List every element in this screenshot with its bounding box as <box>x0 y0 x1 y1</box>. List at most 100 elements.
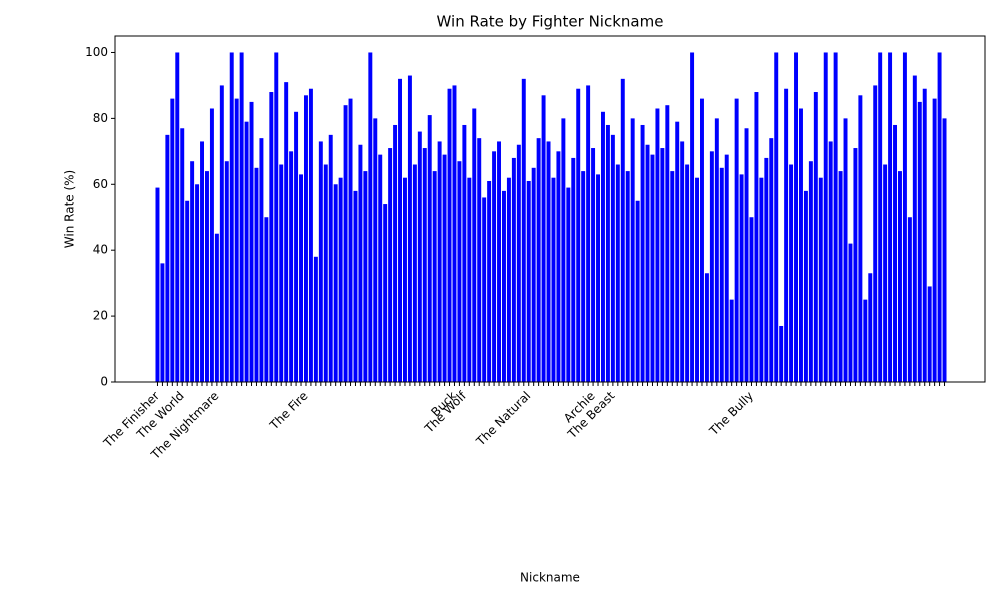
bar <box>457 161 462 382</box>
bar <box>878 52 883 382</box>
bar <box>838 171 843 382</box>
bar <box>358 144 363 382</box>
bar <box>190 161 195 382</box>
bar <box>328 134 333 382</box>
bar <box>551 177 556 382</box>
bar <box>868 273 873 382</box>
bar <box>586 85 591 382</box>
bar <box>289 151 294 382</box>
bar <box>937 52 942 382</box>
bar <box>571 157 576 382</box>
bar <box>541 95 546 383</box>
bar <box>630 118 635 382</box>
bar <box>561 118 566 382</box>
bar <box>185 200 190 382</box>
bar <box>932 98 937 382</box>
bar <box>511 157 516 382</box>
bar <box>338 177 343 382</box>
bar <box>180 128 185 382</box>
bar <box>224 161 229 382</box>
bar <box>393 124 398 382</box>
bar <box>789 164 794 382</box>
bar <box>620 78 625 382</box>
bar <box>422 148 427 382</box>
bar <box>204 171 209 382</box>
bar <box>506 177 511 382</box>
bar <box>902 52 907 382</box>
bar <box>313 256 318 382</box>
bar <box>472 108 477 382</box>
bar <box>284 82 289 382</box>
bar <box>195 184 200 382</box>
y-tick-label: 0 <box>100 375 108 389</box>
plot-frame <box>114 35 986 383</box>
bar <box>645 144 650 382</box>
bar <box>665 105 670 382</box>
bar <box>754 92 759 383</box>
bar <box>536 138 541 382</box>
y-tick-label: 80 <box>93 111 108 125</box>
bar <box>497 141 502 382</box>
bar <box>650 154 655 382</box>
bar <box>576 88 581 382</box>
bar <box>279 164 284 382</box>
bar <box>769 138 774 382</box>
bar <box>893 124 898 382</box>
bar <box>170 98 175 382</box>
bar <box>774 52 779 382</box>
bar <box>625 171 630 382</box>
bar <box>739 174 744 382</box>
bar <box>229 52 234 382</box>
bar <box>487 180 492 382</box>
bar <box>264 217 269 382</box>
bar <box>477 138 482 382</box>
bar <box>348 98 353 382</box>
bar <box>437 141 442 382</box>
bar <box>749 217 754 382</box>
bar <box>526 180 531 382</box>
bar <box>848 243 853 382</box>
bar <box>318 141 323 382</box>
bar <box>383 204 388 382</box>
bar <box>442 154 447 382</box>
bar <box>670 171 675 382</box>
x-tick-label: The Natural <box>473 389 533 449</box>
y-tick-label: 40 <box>93 243 108 257</box>
bar <box>378 154 383 382</box>
bar <box>566 187 571 382</box>
bar <box>699 98 704 382</box>
x-tick-label: The Bully <box>706 389 756 439</box>
bar <box>917 101 922 383</box>
chart-title: Win Rate by Fighter Nickname <box>437 13 664 31</box>
bar <box>714 118 719 382</box>
bar <box>883 164 888 382</box>
bar <box>373 118 378 382</box>
bar <box>516 144 521 382</box>
bar <box>388 148 393 382</box>
bar <box>303 95 308 383</box>
bar <box>784 88 789 382</box>
bar <box>907 217 912 382</box>
bar <box>234 98 239 382</box>
bar <box>521 78 526 382</box>
bar <box>803 190 808 382</box>
bar <box>165 134 170 382</box>
bar <box>858 95 863 383</box>
bar <box>813 92 818 383</box>
bar <box>888 52 893 382</box>
bar <box>912 75 917 383</box>
bar <box>610 134 615 382</box>
bar <box>873 85 878 382</box>
bar <box>744 128 749 382</box>
bar <box>200 141 205 382</box>
bar <box>660 148 665 382</box>
bar <box>501 190 506 382</box>
bar <box>675 121 680 382</box>
x-axis-label: Nickname <box>520 571 580 585</box>
bar <box>531 167 536 382</box>
bar <box>690 52 695 382</box>
y-tick-label: 60 <box>93 177 108 191</box>
bar <box>823 52 828 382</box>
bar <box>922 88 927 382</box>
bar <box>333 184 338 382</box>
